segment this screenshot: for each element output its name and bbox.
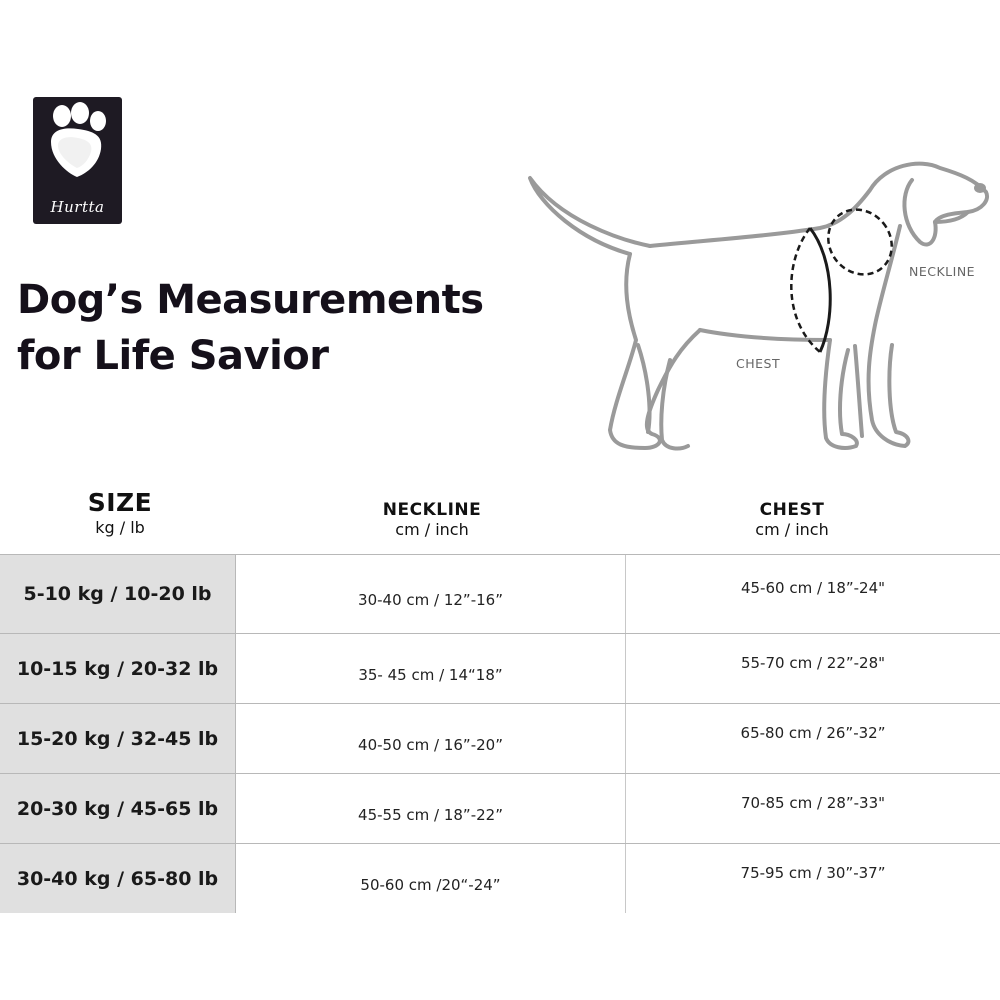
neckline-value: 45-55 cm / 18”-22” [358,805,503,824]
chest-value: 55-70 cm / 22”-28" [740,653,886,672]
neckline-header-title: NECKLINE [382,500,482,520]
table-row: 30-40 kg / 65-80 lb 50-60 cm /20“-24” 75… [0,843,1000,913]
neckline-value: 50-60 cm /20“-24” [360,875,501,894]
chest-value: 45-60 cm / 18”-24" [740,579,886,597]
neckline-header-unit: cm / inch [395,520,469,539]
paw-print-icon [51,102,106,177]
table-row: 10-15 kg / 20-32 lb 35- 45 cm / 14“18” 5… [0,633,1000,703]
brand-name: Hurtta [50,198,105,216]
size-header-unit: kg / lb [95,518,145,537]
chest-header-unit: cm / inch [755,520,829,539]
brand-logo: Hurtta [33,97,122,224]
title-line-2: for Life Savior [17,333,329,379]
table-row: 20-30 kg / 45-65 lb 45-55 cm / 18”-22” 7… [0,773,1000,843]
neckline-cell: 45-55 cm / 18”-22” [236,774,626,843]
chest-cell: 55-70 cm / 22”-28" [626,634,1000,703]
neckline-cell: 40-50 cm / 16”-20” [236,704,626,773]
chest-value: 75-95 cm / 30”-37” [740,863,886,882]
size-cell: 15-20 kg / 32-45 lb [0,704,236,773]
neckline-column-header: NECKLINE cm / inch [332,500,532,540]
table-row: 5-10 kg / 10-20 lb 30-40 cm / 12”-16” 45… [0,554,1000,633]
neckline-value: 35- 45 cm / 14“18” [358,665,503,684]
neckline-cell: 35- 45 cm / 14“18” [236,634,626,703]
chest-cell: 45-60 cm / 18”-24" [626,555,1000,633]
neckline-cell: 30-40 cm / 12”-16” [236,555,626,633]
neckline-value: 40-50 cm / 16”-20” [358,735,503,754]
chest-cell: 75-95 cm / 30”-37” [626,844,1000,913]
chest-cell: 65-80 cm / 26”-32” [626,704,1000,773]
dog-outline-illustration [528,161,989,451]
neckline-cell: 50-60 cm /20“-24” [236,844,626,913]
size-column-header: SIZE kg / lb [20,488,220,538]
chest-value: 65-80 cm / 26”-32” [740,723,886,742]
chest-cell: 70-85 cm / 28”-33" [626,774,1000,843]
chest-column-header: CHEST cm / inch [692,500,892,540]
dog-measurement-diagram: NECKLINE CHEST [520,150,1000,470]
size-cell: 30-40 kg / 65-80 lb [0,844,236,913]
table-row: 15-20 kg / 32-45 lb 40-50 cm / 16”-20” 6… [0,703,1000,773]
size-cell: 10-15 kg / 20-32 lb [0,634,236,703]
size-header-title: SIZE [87,488,153,517]
title-line-1: Dog’s Measurements [17,277,484,323]
neckline-value: 30-40 cm / 12”-16” [358,591,503,609]
chest-header-title: CHEST [759,500,825,520]
size-cell: 5-10 kg / 10-20 lb [0,555,236,633]
neckline-label: NECKLINE [909,264,976,279]
size-cell: 20-30 kg / 45-65 lb [0,774,236,843]
chest-label: CHEST [736,356,781,371]
chest-value: 70-85 cm / 28”-33" [740,793,886,812]
page-title: Dog’s Measurements for Life Savior [17,272,537,384]
